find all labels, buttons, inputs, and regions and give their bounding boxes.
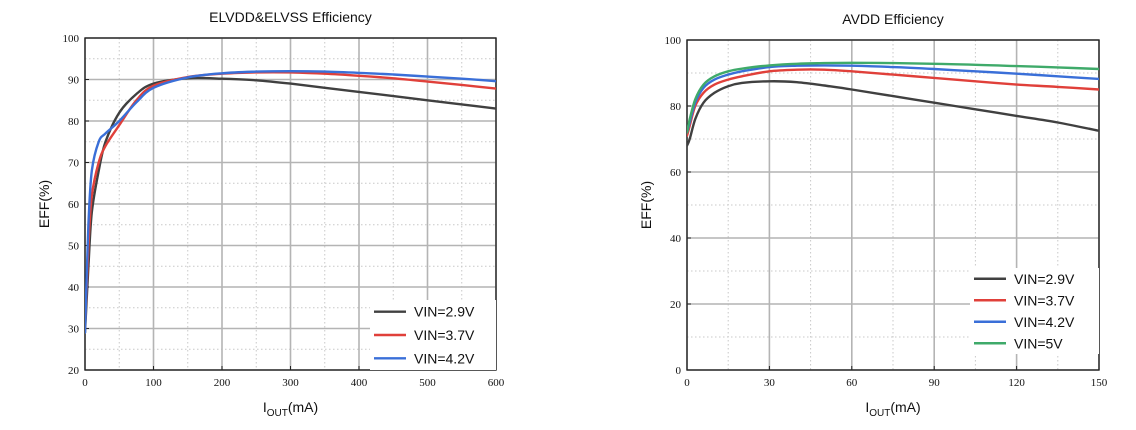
y-tick-label: 100 [63,33,80,45]
series-line-vin-3-7v [687,68,1099,137]
series-lines [85,70,496,334]
legend-label: VIN=2.9V [1014,271,1075,287]
x-tick-label: 150 [1091,377,1108,389]
y-tick-label: 60 [670,167,682,179]
legend-label: VIN=3.7V [414,327,475,343]
x-axis-label-main: I [865,399,869,415]
legend-label: VIN=4.2V [414,350,475,366]
x-axis-label-subscript: OUT [267,408,288,419]
x-tick-label: 300 [282,377,299,389]
x-tick-label: 30 [764,377,776,389]
legend: VIN=2.9V VIN=3.7V VIN=4.2V VIN=5V [970,268,1099,354]
x-tick-label: 200 [214,377,231,389]
plot-frame [686,39,1100,371]
x-tick-label: 0 [684,377,690,389]
x-tick-label: 90 [929,377,941,389]
y-tick-label: 20 [68,365,80,377]
avdd-efficiency-chart: AVDD Efficiency 0 30 60 90 120 150 0 20 40 60 80 100… [638,11,1108,419]
elvdd-elvss-efficiency-chart: ELVDD&ELVSS Efficiency 0 100 200 300 400 500 60… [36,9,505,419]
chart-title: AVDD Efficiency [842,11,943,27]
series-line-vin-5v [687,61,1099,134]
x-tick-label: 0 [82,377,88,389]
legend-label: VIN=2.9V [414,304,475,320]
series-line-vin-2-9v [687,80,1099,147]
chart-title: ELVDD&ELVSS Efficiency [209,9,372,25]
x-tick-label: 600 [488,377,505,389]
y-tick-label: 70 [68,158,80,170]
x-tick-label: 120 [1008,377,1025,389]
y-tick-label: 40 [68,282,80,294]
y-tick-label: 60 [68,199,80,211]
x-axis-label: IOUT(mA) [263,399,318,419]
series-line-vin-4-2v [687,64,1099,134]
y-axis-label: EFF(%) [638,181,654,229]
x-axis-label-unit: (mA) [288,399,318,415]
y-tick-label: 30 [68,324,80,336]
y-axis-label: EFF(%) [36,180,52,228]
x-axis-label: IOUT(mA) [865,399,920,419]
legend-label: VIN=5V [1014,335,1063,351]
legend-label: VIN=4.2V [1014,314,1075,330]
series-line-vin-4-2v [85,70,496,334]
series-line-vin-2-9v [85,76,496,334]
x-tick-label: 400 [351,377,368,389]
y-tick-label: 80 [670,101,682,113]
y-tick-label: 100 [665,35,682,47]
legend-box [970,268,1099,354]
x-axis-label-main: I [263,399,267,415]
x-tick-label: 60 [846,377,858,389]
y-tick-label: 40 [670,233,682,245]
series-lines [687,61,1099,147]
y-tick-label: 0 [676,365,682,377]
y-tick-label: 90 [68,75,80,87]
x-tick-label: 100 [145,377,162,389]
y-tick-label: 50 [68,241,80,253]
x-tick-label: 500 [419,377,436,389]
y-tick-label: 20 [670,299,682,311]
y-tick-label: 80 [68,116,80,128]
legend: VIN=2.9V VIN=3.7V VIN=4.2V [370,300,496,370]
legend-label: VIN=3.7V [1014,292,1075,308]
x-axis-label-subscript: OUT [869,408,890,419]
x-axis-label-unit: (mA) [890,399,920,415]
